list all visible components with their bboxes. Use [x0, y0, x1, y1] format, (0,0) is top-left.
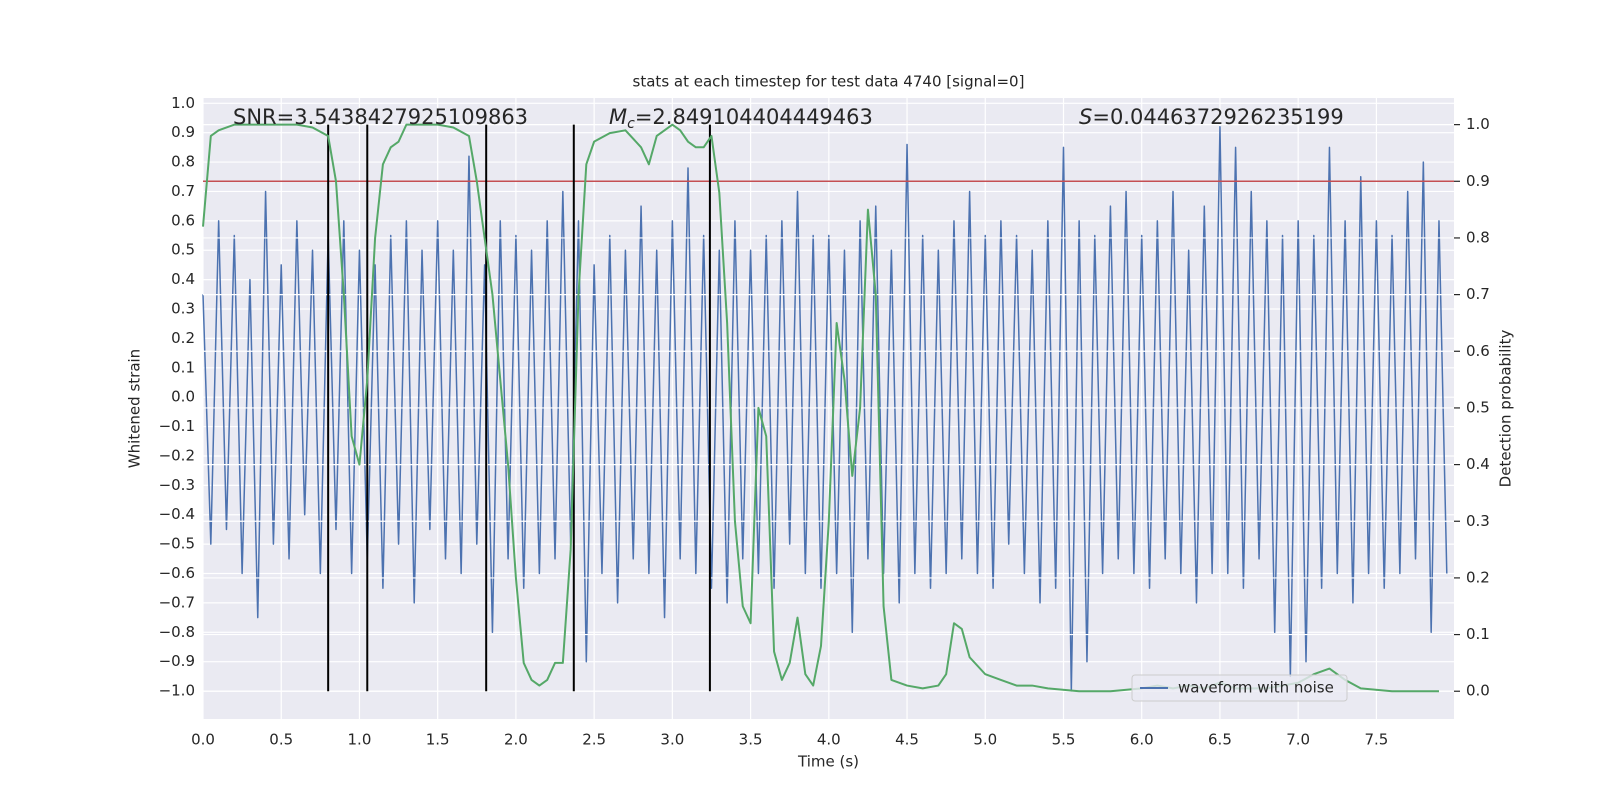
- x-tick-label: 5.5: [1052, 731, 1076, 749]
- annotation-symbol: S: [1079, 105, 1092, 129]
- y-tick-label: −0.8: [159, 623, 195, 641]
- annotation: Mc=2.849104404449463: [609, 105, 873, 132]
- y2-tick-label: 0.9: [1466, 172, 1490, 190]
- y-tick-label: −0.2: [159, 446, 195, 464]
- y-tick-label: 0.8: [171, 153, 195, 171]
- y-tick-label: −0.9: [159, 652, 195, 670]
- y-tick-label: 0.4: [171, 270, 195, 288]
- legend-box: [1131, 674, 1348, 702]
- legend-label: waveform with noise: [1178, 679, 1334, 697]
- x-tick-label: 5.0: [973, 731, 997, 749]
- x-tick-label: 0.0: [191, 731, 215, 749]
- waveform-line: [202, 126, 1448, 692]
- y-tick-label: 0.9: [171, 123, 195, 141]
- y-tick-label: −0.5: [159, 535, 195, 553]
- probability-line: [202, 123, 1439, 693]
- y-tick-label: 0.6: [171, 211, 195, 229]
- y-tick-label: 0.0: [171, 388, 195, 406]
- y2-tick-label: 0.2: [1466, 568, 1490, 586]
- y2-tick-label: 0.8: [1466, 228, 1490, 246]
- x-tick-label: 3.0: [660, 731, 684, 749]
- y2-tick-label: 0.0: [1466, 682, 1490, 700]
- annotation: SNR=3.5438427925109863: [233, 105, 528, 129]
- y-tick-label: 0.3: [171, 300, 195, 318]
- x-tick-label: 4.0: [817, 731, 841, 749]
- x-tick-label: 1.0: [348, 731, 372, 749]
- x-tick-label: 1.5: [426, 731, 450, 749]
- annotation-text: SNR=3.5438427925109863: [233, 105, 528, 129]
- y-tick-label: 1.0: [171, 94, 195, 112]
- y-tick-label: −0.3: [159, 476, 195, 494]
- y2-tick-label: 0.6: [1466, 342, 1490, 360]
- y-tick-label: −0.7: [159, 593, 195, 611]
- x-tick-label: 7.5: [1364, 731, 1388, 749]
- x-tick-label: 2.0: [504, 731, 528, 749]
- y2-tick-label: 0.4: [1466, 455, 1490, 473]
- y2-tick-label: 0.1: [1466, 625, 1490, 643]
- y2-tick-label: 1.0: [1466, 115, 1490, 133]
- chart-title: stats at each timestep for test data 474…: [633, 73, 1025, 91]
- x-tick-label: 7.0: [1286, 731, 1310, 749]
- y-tick-label: −1.0: [159, 682, 195, 700]
- annotation-text: =0.0446372926235199: [1092, 105, 1343, 129]
- y-axis-label: Whitened strain: [126, 349, 144, 468]
- y2-tick-label: 0.3: [1466, 512, 1490, 530]
- x-tick-label: 6.0: [1130, 731, 1154, 749]
- x-tick-label: 0.5: [269, 731, 293, 749]
- x-axis-label: Time (s): [797, 753, 859, 771]
- annotation-symbol: M: [609, 105, 627, 129]
- y2-tick-label: 0.7: [1466, 285, 1490, 303]
- y2-axis-label: Detection probability: [1497, 330, 1515, 488]
- annotation-subscript: c: [627, 116, 635, 132]
- y-tick-label: 0.2: [171, 329, 195, 347]
- x-tick-label: 3.5: [739, 731, 763, 749]
- x-tick-label: 6.5: [1208, 731, 1232, 749]
- y2-tick-label: 0.5: [1466, 398, 1490, 416]
- annotation-text: =2.849104404449463: [635, 105, 873, 129]
- x-tick-label: 2.5: [582, 731, 606, 749]
- x-tick-label: 4.5: [895, 731, 919, 749]
- y-tick-label: 0.5: [171, 241, 195, 259]
- y-tick-label: −0.1: [159, 417, 195, 435]
- annotation: S=0.0446372926235199: [1079, 105, 1344, 129]
- y-tick-label: −0.4: [159, 505, 195, 523]
- y-tick-label: 0.7: [171, 182, 195, 200]
- y-tick-label: −0.6: [159, 564, 195, 582]
- y-tick-label: 0.1: [171, 358, 195, 376]
